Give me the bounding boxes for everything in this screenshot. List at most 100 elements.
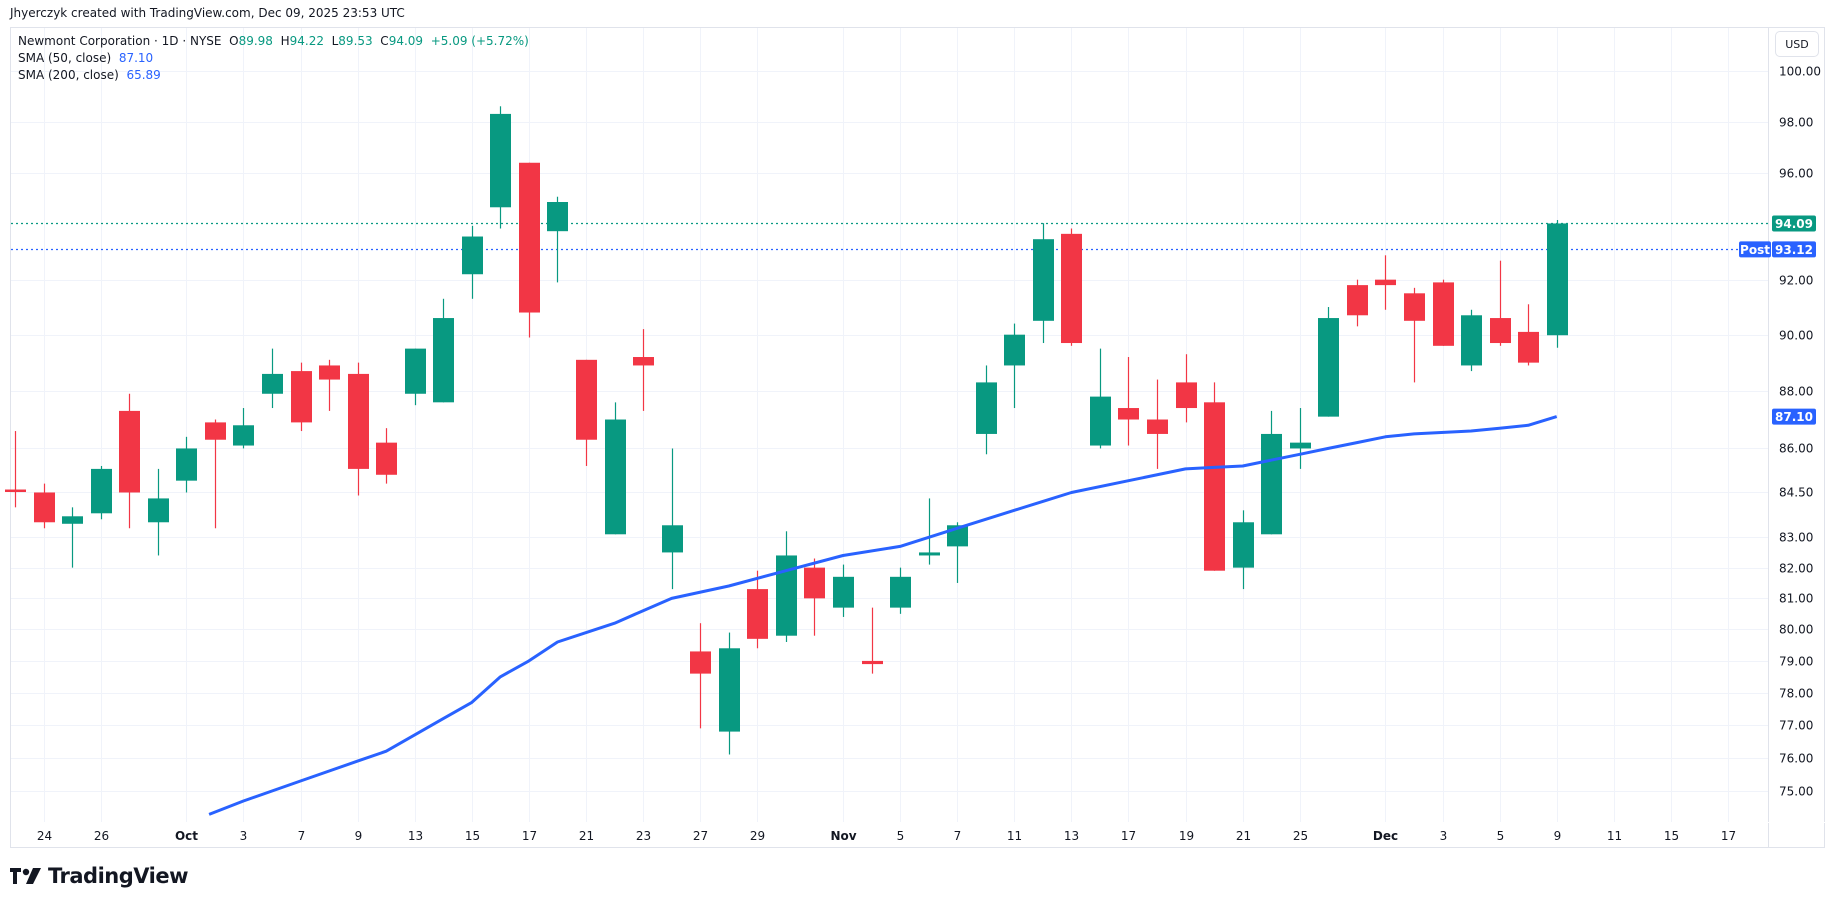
close-value: 94.09 bbox=[388, 34, 424, 48]
time-tick-label: 17 bbox=[1721, 829, 1736, 843]
candle bbox=[804, 558, 825, 636]
candle bbox=[1404, 287, 1425, 383]
price-axis[interactable]: 100.00 98.00 96.00 92.00 90.00 88.00 86.00 84.5… bbox=[1739, 65, 1821, 799]
candle bbox=[1204, 382, 1225, 571]
price-tick-label: 100.00 bbox=[1779, 65, 1821, 79]
candle bbox=[433, 298, 454, 403]
sma50-row[interactable]: SMA (50, close) 87.10 bbox=[18, 51, 154, 65]
sma200-row[interactable]: SMA (200, close) 65.89 bbox=[18, 68, 161, 82]
candle bbox=[348, 362, 369, 496]
time-tick-label: 21 bbox=[579, 829, 594, 843]
time-tick-label: Oct bbox=[175, 829, 198, 843]
time-tick-label: 15 bbox=[1664, 829, 1679, 843]
candle bbox=[1033, 223, 1054, 344]
candle bbox=[1004, 323, 1025, 409]
candle bbox=[233, 408, 254, 449]
price-tick-label: 84.50 bbox=[1779, 486, 1813, 500]
tradingview-wordmark: TradingView bbox=[48, 864, 188, 888]
time-tick-label: 13 bbox=[1064, 829, 1079, 843]
currency-button[interactable]: USD bbox=[1775, 31, 1819, 57]
candle bbox=[862, 607, 883, 674]
candle bbox=[519, 162, 540, 338]
chart-legend: Newmont Corporation · 1D · NYSE O89.98 H… bbox=[18, 33, 529, 84]
sma50-value: 87.10 bbox=[118, 51, 154, 65]
candle bbox=[291, 362, 312, 432]
candle bbox=[1490, 260, 1511, 346]
candle bbox=[690, 623, 711, 729]
tradingview-logo-icon bbox=[10, 868, 41, 884]
candle bbox=[319, 359, 340, 411]
candle bbox=[719, 632, 740, 755]
price-tick-label: 78.00 bbox=[1779, 687, 1813, 701]
price-tick-label: 83.00 bbox=[1779, 531, 1813, 545]
candle bbox=[1461, 309, 1482, 372]
time-tick-label: 17 bbox=[522, 829, 537, 843]
symbol-title[interactable]: Newmont Corporation · 1D · NYSE bbox=[18, 34, 222, 48]
grid-lines bbox=[11, 28, 1825, 847]
time-tick-label: 11 bbox=[1007, 829, 1022, 843]
candle bbox=[833, 564, 854, 617]
chart-credit: Jhyerczyk created with TradingView.com, … bbox=[10, 6, 405, 20]
time-tick-label: 9 bbox=[355, 829, 363, 843]
time-tick-label: 7 bbox=[954, 829, 962, 843]
candle bbox=[205, 419, 226, 529]
time-tick-label: 15 bbox=[465, 829, 480, 843]
candle bbox=[62, 507, 83, 568]
time-tick-label: Nov bbox=[830, 829, 856, 843]
candle bbox=[1147, 379, 1168, 469]
sma50-price-label: 87.10 bbox=[1775, 410, 1813, 424]
candle bbox=[5, 431, 26, 508]
time-tick-label: 7 bbox=[298, 829, 306, 843]
price-tick-label: 79.00 bbox=[1779, 655, 1813, 669]
time-tick-label: 27 bbox=[693, 829, 708, 843]
time-tick-label: 26 bbox=[94, 829, 109, 843]
candle bbox=[462, 225, 483, 299]
price-tick-label: 96.00 bbox=[1779, 167, 1813, 181]
candle bbox=[34, 483, 55, 529]
time-tick-label: 9 bbox=[1554, 829, 1562, 843]
price-tick-label: 76.00 bbox=[1779, 752, 1813, 766]
last-price-label: 94.09 bbox=[1775, 217, 1813, 231]
candle bbox=[633, 329, 654, 411]
price-tick-label: 92.00 bbox=[1779, 274, 1813, 288]
candle bbox=[976, 365, 997, 455]
candles bbox=[5, 106, 1568, 755]
price-tick-label: 86.00 bbox=[1779, 442, 1813, 456]
candle bbox=[919, 498, 940, 565]
candle bbox=[119, 393, 140, 529]
price-tick-label: 98.00 bbox=[1779, 116, 1813, 130]
post-market-badge: Post bbox=[1740, 243, 1770, 257]
candle bbox=[576, 359, 597, 466]
sma50-line bbox=[208, 415, 1558, 816]
time-axis[interactable]: 24 26 Oct 3 7 9 13 15 17 21 23 27 29 Nov 5 7 11 13 17 19 21 2… bbox=[37, 829, 1736, 843]
candle bbox=[890, 567, 911, 614]
sma200-value: 65.89 bbox=[126, 68, 161, 82]
ohlc-row: Newmont Corporation · 1D · NYSE O89.98 H… bbox=[18, 34, 529, 48]
time-tick-label: 5 bbox=[1497, 829, 1505, 843]
candle bbox=[176, 436, 197, 493]
time-tick-label: 24 bbox=[37, 829, 52, 843]
tradingview-logo: TradingView bbox=[10, 864, 188, 888]
time-tick-label: 11 bbox=[1607, 829, 1622, 843]
candle bbox=[376, 428, 397, 484]
time-tick-label: 3 bbox=[1440, 829, 1448, 843]
candle bbox=[1318, 307, 1339, 417]
time-tick-label: 21 bbox=[1236, 829, 1251, 843]
candle bbox=[1290, 408, 1311, 469]
chart-frame bbox=[10, 27, 1825, 848]
candle bbox=[662, 448, 683, 590]
low-value: 89.53 bbox=[338, 34, 373, 48]
candle bbox=[1233, 510, 1254, 590]
candle bbox=[148, 468, 169, 556]
candle bbox=[490, 106, 511, 229]
time-tick-label: 17 bbox=[1121, 829, 1136, 843]
time-tick-label: 5 bbox=[897, 829, 905, 843]
candle bbox=[747, 570, 768, 649]
open-value: 89.98 bbox=[238, 34, 273, 48]
candle bbox=[1176, 354, 1197, 423]
candle bbox=[1433, 279, 1454, 346]
candle bbox=[605, 402, 626, 535]
post-price-label: 93.12 bbox=[1775, 243, 1813, 257]
time-tick-label: 25 bbox=[1293, 829, 1308, 843]
